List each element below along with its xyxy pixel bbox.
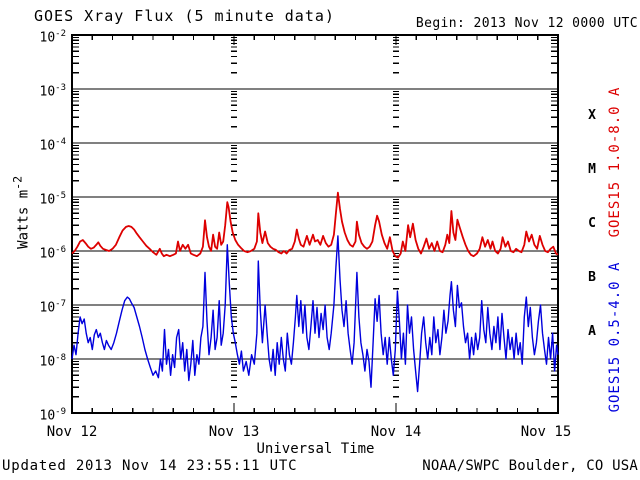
x-ticks	[91, 35, 539, 413]
decade-gridlines	[72, 88, 558, 360]
x-tick-label: Nov 15	[520, 424, 572, 440]
flare-class-letter-a: A	[588, 324, 596, 339]
x-tick-label: Nov 12	[46, 424, 98, 440]
y-tick-label: 10-3	[39, 83, 67, 100]
chart-title: GOES Xray Flux (5 minute data)	[34, 7, 335, 25]
series-label-short-channel: GOES15 0.5-4.0 A	[607, 261, 623, 413]
y-tick-label: 10-4	[39, 137, 67, 154]
long-channel-line	[71, 191, 559, 259]
y-tick-label: 10-7	[39, 299, 67, 316]
updated-timestamp: Updated 2013 Nov 14 23:55:11 UTC	[2, 458, 298, 474]
x-axis-title: Universal Time	[256, 441, 375, 457]
begin-timestamp: Begin: 2013 Nov 12 0000 UTC	[415, 16, 638, 31]
series-label-long-channel: GOES15 1.0-8.0 A	[607, 86, 623, 238]
flare-class-letter-b: B	[588, 270, 596, 285]
short-channel-line	[71, 235, 559, 393]
y-tick-label: 10-6	[39, 245, 67, 262]
y-minor-ticks	[72, 36, 558, 398]
x-tick-label: Nov 13	[208, 424, 260, 440]
y-tick-label: 10-5	[39, 191, 67, 208]
flare-class-letter-m: M	[588, 162, 596, 177]
x-tick-label: Nov 14	[370, 424, 422, 440]
plot-frame	[71, 34, 559, 414]
flare-class-letter-c: C	[588, 216, 596, 231]
y-tick-label: 10-9	[39, 407, 67, 424]
flare-class-letter-x: X	[588, 108, 596, 123]
y-tick-label: 10-2	[39, 29, 67, 46]
y-tick-label: 10-8	[39, 353, 67, 370]
source-attribution: NOAA/SWPC Boulder, CO USA	[422, 458, 638, 474]
